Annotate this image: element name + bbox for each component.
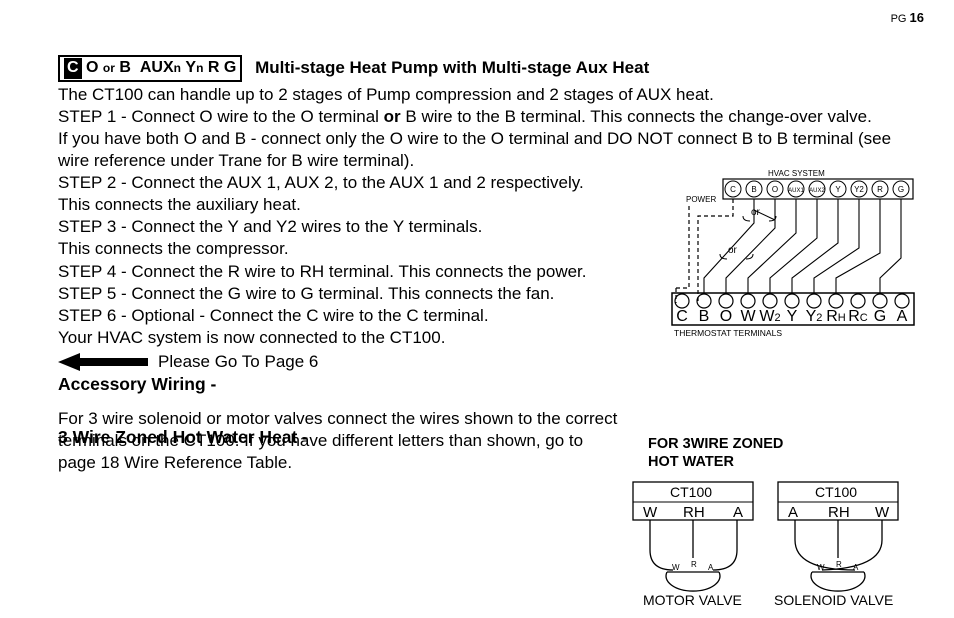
zone-diagram-title: FOR 3WIRE ZONEDHOT WATER bbox=[648, 435, 783, 471]
svg-text:A: A bbox=[788, 504, 798, 521]
svg-text:G: G bbox=[898, 185, 904, 194]
valve-diagrams: CT100 W RH A W R A MOTOR VALVE CT100 A R… bbox=[625, 480, 925, 616]
svg-text:Y: Y bbox=[787, 308, 798, 325]
svg-text:W: W bbox=[740, 308, 756, 325]
svg-text:Y2: Y2 bbox=[806, 308, 823, 325]
page-number: PG 16 bbox=[891, 10, 924, 27]
svg-text:B: B bbox=[699, 308, 710, 325]
accessory-heading: Accessory Wiring - bbox=[58, 373, 924, 396]
svg-text:C: C bbox=[730, 185, 736, 194]
svg-text:A: A bbox=[708, 563, 714, 572]
svg-text:POWER: POWER bbox=[686, 195, 716, 204]
svg-text:MOTOR VALVE: MOTOR VALVE bbox=[643, 592, 742, 608]
svg-text:B: B bbox=[751, 185, 756, 194]
section-heading: Multi-stage Heat Pump with Multi-stage A… bbox=[255, 58, 649, 77]
hvac-label: HVAC SYSTEM bbox=[768, 169, 825, 178]
svg-text:RH: RH bbox=[828, 504, 850, 521]
svg-text:O: O bbox=[720, 308, 732, 325]
svg-text:W: W bbox=[672, 563, 680, 572]
svg-text:W: W bbox=[817, 563, 825, 572]
svg-text:RH: RH bbox=[683, 504, 705, 521]
svg-text:W: W bbox=[875, 504, 890, 521]
motor-valve-diagram: CT100 W RH A W R A MOTOR VALVE bbox=[625, 480, 765, 610]
svg-text:A: A bbox=[853, 563, 859, 572]
wiring-diagram-top: HVAC SYSTEM CBOAUX1AUX2YY2RG POWER or or… bbox=[668, 168, 918, 343]
svg-text:A: A bbox=[733, 504, 743, 521]
svg-text:SOLENOID VALVE: SOLENOID VALVE bbox=[774, 592, 893, 608]
svg-text:G: G bbox=[874, 308, 886, 325]
svg-text:R: R bbox=[836, 560, 842, 569]
svg-text:R: R bbox=[691, 560, 697, 569]
svg-text:CT100: CT100 bbox=[670, 484, 712, 500]
svg-text:W2: W2 bbox=[759, 308, 780, 325]
svg-text:A: A bbox=[897, 308, 908, 325]
svg-text:Y: Y bbox=[835, 185, 841, 194]
svg-text:Y2: Y2 bbox=[854, 185, 864, 194]
svg-text:R: R bbox=[877, 185, 883, 194]
terminal-strip-legend: C O or B AUXn Yn R G bbox=[58, 55, 242, 82]
svg-text:AUX1: AUX1 bbox=[788, 188, 804, 194]
svg-text:C: C bbox=[676, 308, 688, 325]
zoned-body: For 3 wire solenoid or motor valves conn… bbox=[58, 408, 618, 474]
svg-text:CT100: CT100 bbox=[815, 484, 857, 500]
svg-text:W: W bbox=[643, 504, 658, 521]
svg-text:RH: RH bbox=[826, 308, 846, 325]
solenoid-valve-diagram: CT100 A RH W W R A SOLENOID VALVE bbox=[770, 480, 920, 610]
svg-text:RC: RC bbox=[848, 308, 868, 325]
svg-text:THERMOSTAT TERMINALS: THERMOSTAT TERMINALS bbox=[674, 328, 782, 338]
svg-text:AUX2: AUX2 bbox=[809, 188, 825, 194]
goto-page-label: Please Go To Page 6 bbox=[158, 351, 318, 373]
arrow-left-icon bbox=[58, 353, 148, 371]
lower-section: For 3 wire solenoid or motor valves conn… bbox=[58, 408, 928, 474]
svg-text:O: O bbox=[772, 185, 778, 194]
